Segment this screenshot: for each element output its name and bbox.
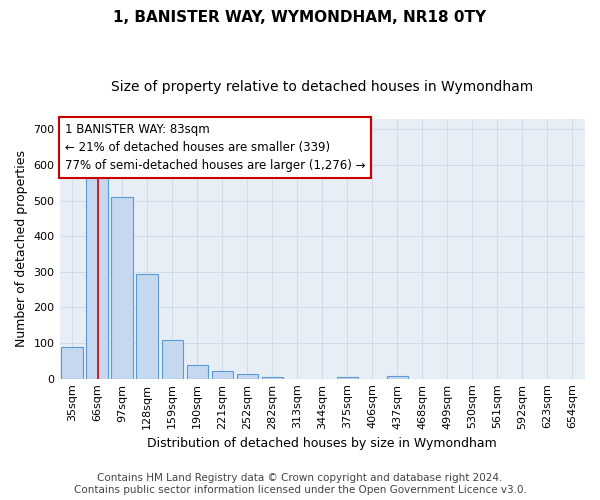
Bar bbox=[262, 377, 283, 378]
X-axis label: Distribution of detached houses by size in Wymondham: Distribution of detached houses by size … bbox=[148, 437, 497, 450]
Title: Size of property relative to detached houses in Wymondham: Size of property relative to detached ho… bbox=[111, 80, 533, 94]
Y-axis label: Number of detached properties: Number of detached properties bbox=[15, 150, 28, 347]
Bar bbox=[161, 340, 183, 378]
Bar bbox=[387, 376, 408, 378]
Bar bbox=[337, 377, 358, 378]
Text: 1 BANISTER WAY: 83sqm
← 21% of detached houses are smaller (339)
77% of semi-det: 1 BANISTER WAY: 83sqm ← 21% of detached … bbox=[65, 122, 365, 172]
Bar bbox=[112, 197, 133, 378]
Bar bbox=[61, 346, 83, 378]
Bar bbox=[136, 274, 158, 378]
Text: 1, BANISTER WAY, WYMONDHAM, NR18 0TY: 1, BANISTER WAY, WYMONDHAM, NR18 0TY bbox=[113, 10, 487, 25]
Bar bbox=[187, 365, 208, 378]
Text: Contains HM Land Registry data © Crown copyright and database right 2024.
Contai: Contains HM Land Registry data © Crown c… bbox=[74, 474, 526, 495]
Bar bbox=[236, 374, 258, 378]
Bar bbox=[86, 173, 108, 378]
Bar bbox=[212, 371, 233, 378]
